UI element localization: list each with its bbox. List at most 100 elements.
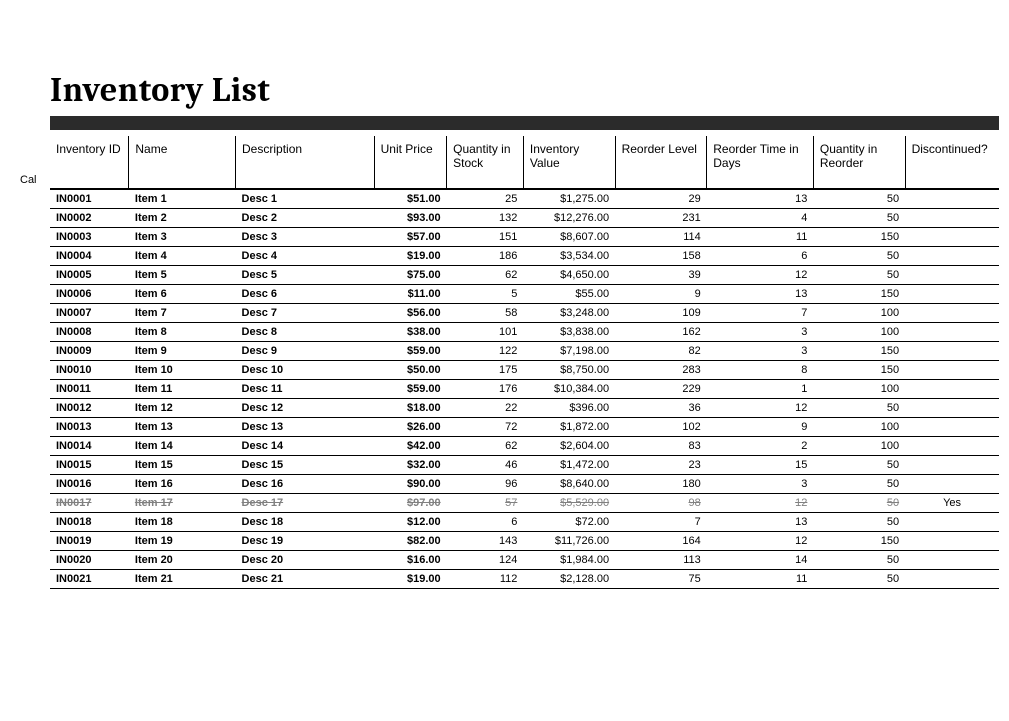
- col-header-val: Inventory Value: [523, 136, 615, 189]
- table-row: IN0019Item 19Desc 19$82.00143$11,726.001…: [50, 532, 999, 551]
- cell-id: IN0019: [50, 532, 129, 551]
- cell-name: Item 9: [129, 342, 236, 361]
- cell-qty: 22: [447, 399, 524, 418]
- cell-days: 11: [707, 570, 814, 589]
- cell-price: $82.00: [374, 532, 447, 551]
- cell-desc: Desc 2: [236, 209, 375, 228]
- cell-desc: Desc 5: [236, 266, 375, 285]
- cell-qty: 5: [447, 285, 524, 304]
- cell-disc: [905, 304, 999, 323]
- cell-val: $396.00: [523, 399, 615, 418]
- cell-qr: 100: [813, 418, 905, 437]
- cell-qty: 122: [447, 342, 524, 361]
- table-row: IN0002Item 2Desc 2$93.00132$12,276.00231…: [50, 209, 999, 228]
- cell-days: 15: [707, 456, 814, 475]
- cell-disc: [905, 189, 999, 209]
- table-row: IN0013Item 13Desc 13$26.0072$1,872.00102…: [50, 418, 999, 437]
- cell-id: IN0012: [50, 399, 129, 418]
- cell-name: Item 11: [129, 380, 236, 399]
- outer-label: Cal: [20, 174, 37, 186]
- cell-desc: Desc 3: [236, 228, 375, 247]
- table-row: IN0007Item 7Desc 7$56.0058$3,248.0010971…: [50, 304, 999, 323]
- col-header-id: Inventory ID: [50, 136, 129, 189]
- cell-name: Item 16: [129, 475, 236, 494]
- col-header-name: Name: [129, 136, 236, 189]
- cell-id: IN0007: [50, 304, 129, 323]
- cell-desc: Desc 18: [236, 513, 375, 532]
- cell-qr: 50: [813, 494, 905, 513]
- table-row: IN0005Item 5Desc 5$75.0062$4,650.0039125…: [50, 266, 999, 285]
- cell-price: $12.00: [374, 513, 447, 532]
- cell-disc: [905, 418, 999, 437]
- cell-reord: 113: [615, 551, 707, 570]
- cell-qr: 50: [813, 209, 905, 228]
- cell-id: IN0011: [50, 380, 129, 399]
- cell-id: IN0020: [50, 551, 129, 570]
- cell-name: Item 1: [129, 189, 236, 209]
- cell-name: Item 8: [129, 323, 236, 342]
- cell-reord: 7: [615, 513, 707, 532]
- cell-qr: 100: [813, 437, 905, 456]
- cell-reord: 114: [615, 228, 707, 247]
- cell-name: Item 13: [129, 418, 236, 437]
- cell-qr: 150: [813, 342, 905, 361]
- cell-name: Item 17: [129, 494, 236, 513]
- table-row: IN0010Item 10Desc 10$50.00175$8,750.0028…: [50, 361, 999, 380]
- cell-disc: [905, 399, 999, 418]
- cell-id: IN0009: [50, 342, 129, 361]
- cell-reord: 23: [615, 456, 707, 475]
- cell-desc: Desc 8: [236, 323, 375, 342]
- cell-qty: 6: [447, 513, 524, 532]
- cell-disc: [905, 551, 999, 570]
- cell-id: IN0010: [50, 361, 129, 380]
- cell-days: 14: [707, 551, 814, 570]
- cell-disc: [905, 266, 999, 285]
- cell-val: $72.00: [523, 513, 615, 532]
- cell-id: IN0021: [50, 570, 129, 589]
- cell-disc: [905, 209, 999, 228]
- cell-qr: 50: [813, 551, 905, 570]
- cell-desc: Desc 10: [236, 361, 375, 380]
- cell-days: 13: [707, 513, 814, 532]
- cell-val: $8,640.00: [523, 475, 615, 494]
- cell-disc: [905, 342, 999, 361]
- cell-name: Item 10: [129, 361, 236, 380]
- cell-name: Item 14: [129, 437, 236, 456]
- cell-price: $57.00: [374, 228, 447, 247]
- col-header-desc: Description: [236, 136, 375, 189]
- cell-qr: 50: [813, 266, 905, 285]
- cell-days: 12: [707, 532, 814, 551]
- table-header-row: Inventory ID Name Description Unit Price…: [50, 136, 999, 189]
- cell-price: $56.00: [374, 304, 447, 323]
- cell-reord: 83: [615, 437, 707, 456]
- cell-reord: 180: [615, 475, 707, 494]
- cell-qr: 150: [813, 361, 905, 380]
- cell-desc: Desc 13: [236, 418, 375, 437]
- cell-qr: 50: [813, 570, 905, 589]
- cell-disc: [905, 456, 999, 475]
- cell-price: $51.00: [374, 189, 447, 209]
- cell-disc: [905, 247, 999, 266]
- cell-qty: 176: [447, 380, 524, 399]
- cell-id: IN0015: [50, 456, 129, 475]
- cell-desc: Desc 6: [236, 285, 375, 304]
- cell-reord: 82: [615, 342, 707, 361]
- cell-days: 12: [707, 266, 814, 285]
- cell-price: $26.00: [374, 418, 447, 437]
- cell-desc: Desc 14: [236, 437, 375, 456]
- cell-desc: Desc 7: [236, 304, 375, 323]
- cell-reord: 29: [615, 189, 707, 209]
- cell-qty: 62: [447, 266, 524, 285]
- cell-disc: [905, 532, 999, 551]
- cell-name: Item 4: [129, 247, 236, 266]
- cell-price: $18.00: [374, 399, 447, 418]
- cell-price: $97.00: [374, 494, 447, 513]
- cell-disc: [905, 513, 999, 532]
- cell-id: IN0006: [50, 285, 129, 304]
- cell-desc: Desc 11: [236, 380, 375, 399]
- cell-disc: [905, 437, 999, 456]
- table-row: IN0006Item 6Desc 6$11.005$55.00913150: [50, 285, 999, 304]
- cell-price: $16.00: [374, 551, 447, 570]
- cell-id: IN0005: [50, 266, 129, 285]
- cell-name: Item 19: [129, 532, 236, 551]
